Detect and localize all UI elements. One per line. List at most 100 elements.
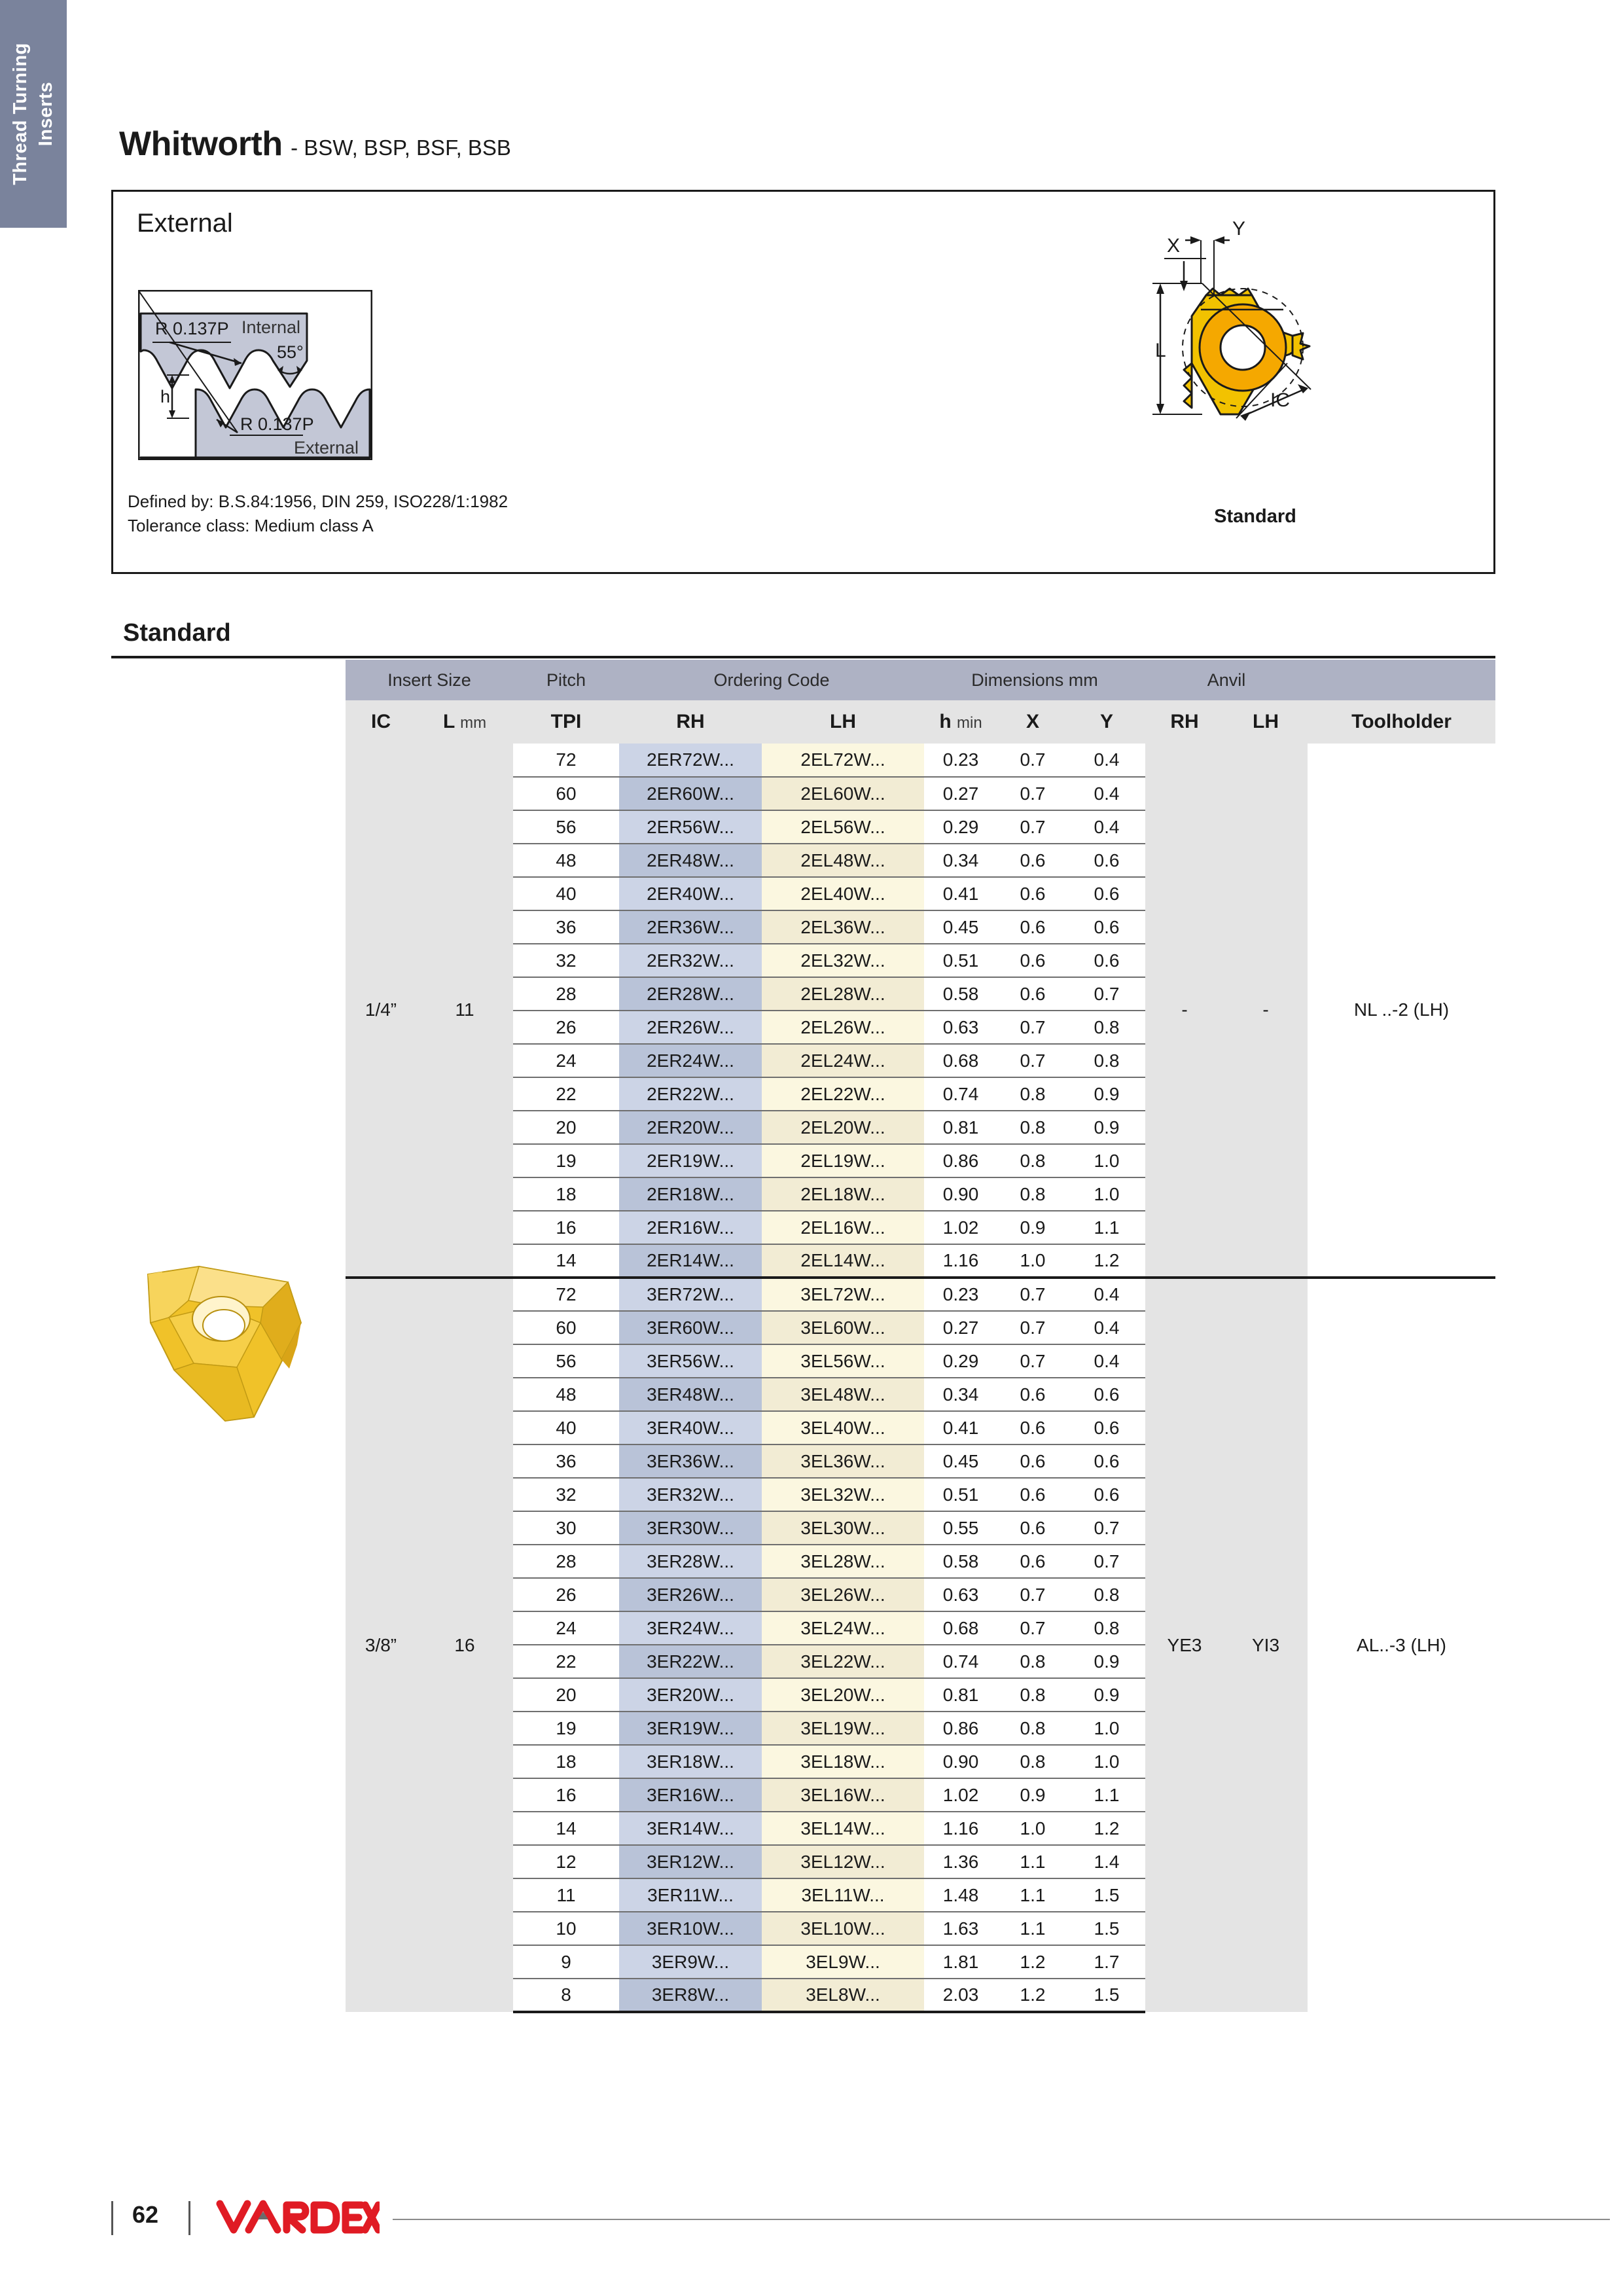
- table-row: 26 3ER26W... 3EL26W... 0.63 0.7 0.8: [346, 1577, 1495, 1611]
- table-row: 12 3ER12W... 3EL12W... 1.36 1.1 1.4: [346, 1844, 1495, 1878]
- col-header-anvil-rh: RH: [1145, 700, 1224, 744]
- cell-dim-x: 0.8: [997, 1110, 1069, 1144]
- cell-tpi: 12: [513, 1844, 619, 1878]
- cell-dim-y: 1.4: [1068, 1844, 1146, 1878]
- table-row: 14 3ER14W... 3EL14W... 1.16 1.0 1.2: [346, 1811, 1495, 1845]
- cell-dim-x: 0.6: [997, 843, 1069, 877]
- external-panel-label: External: [137, 209, 233, 238]
- insert-drawing-caption: Standard: [1214, 506, 1296, 527]
- table-row: 60 3ER60W... 3EL60W... 0.27 0.7 0.4: [346, 1310, 1495, 1344]
- cell-dim-y: 0.6: [1068, 1410, 1146, 1444]
- cell-dim-h: 0.86: [924, 1711, 998, 1745]
- cell-dim-h: 1.02: [924, 1778, 998, 1812]
- cell-ordering-code-lh: 3EL36W...: [762, 1444, 925, 1478]
- table-row: 20 2ER20W... 2EL20W... 0.81 0.8 0.9: [346, 1110, 1495, 1144]
- page-title-main: Whitworth: [119, 125, 283, 163]
- cell-dim-h: 0.51: [924, 943, 998, 977]
- table-row: 32 2ER32W... 2EL32W... 0.51 0.6 0.6: [346, 943, 1495, 977]
- cell-dim-x: 0.8: [997, 1644, 1069, 1678]
- section-heading-standard: Standard: [123, 619, 231, 647]
- footer-rule: [393, 2219, 1610, 2220]
- cell-dim-y: 1.0: [1068, 1177, 1146, 1211]
- svg-text:R 0.137P: R 0.137P: [240, 414, 314, 434]
- cell-dim-x: 0.6: [997, 876, 1069, 910]
- cell-dim-h: 2.03: [924, 1978, 998, 2013]
- cell-dim-h: 0.45: [924, 1444, 998, 1478]
- cell-ordering-code-rh: 3ER12W...: [619, 1844, 762, 1878]
- table-row: 32 3ER32W... 3EL32W... 0.51 0.6 0.6: [346, 1477, 1495, 1511]
- cell-dim-x: 0.7: [997, 810, 1069, 844]
- table-row: 28 3ER28W... 3EL28W... 0.58 0.6 0.7: [346, 1544, 1495, 1578]
- cell-ordering-code-rh: 3ER28W...: [619, 1544, 762, 1578]
- cell-dim-h: 0.55: [924, 1511, 998, 1545]
- table-row: 20 3ER20W... 3EL20W... 0.81 0.8 0.9: [346, 1677, 1495, 1712]
- cell-tpi: 18: [513, 1744, 619, 1778]
- col-header-l-text: L: [442, 711, 455, 732]
- group-header-dimensions: Dimensions mm: [924, 660, 1146, 700]
- cell-dim-h: 0.34: [924, 843, 998, 877]
- cell-ordering-code-lh: 3EL16W...: [762, 1778, 925, 1812]
- page-number: 62: [132, 2201, 159, 2228]
- cell-dim-h: 0.90: [924, 1177, 998, 1211]
- cell-ordering-code-rh: 3ER8W...: [619, 1978, 762, 2013]
- col-header-anvil-lh: LH: [1224, 700, 1308, 744]
- cell-tpi: 16: [513, 1210, 619, 1244]
- cell-dim-x: 0.8: [997, 1744, 1069, 1778]
- cell-ordering-code-lh: 3EL40W...: [762, 1410, 925, 1444]
- cell-ordering-code-lh: 2EL56W...: [762, 810, 925, 844]
- cell-dim-y: 0.9: [1068, 1110, 1146, 1144]
- cell-tpi: 26: [513, 1010, 619, 1044]
- cell-dim-h: 0.58: [924, 1544, 998, 1578]
- col-header-h-unit: min: [957, 714, 982, 732]
- table-row: 8 3ER8W... 3EL8W... 2.03 1.2 1.5: [346, 1978, 1495, 2013]
- cell-tpi: 56: [513, 810, 619, 844]
- cell-ordering-code-rh: 3ER14W...: [619, 1811, 762, 1845]
- cell-dim-y: 0.4: [1068, 1276, 1146, 1311]
- cell-dim-h: 0.81: [924, 1110, 998, 1144]
- cell-dim-h: 0.90: [924, 1744, 998, 1778]
- cell-ordering-code-lh: 3EL11W...: [762, 1878, 925, 1912]
- cell-tpi: 20: [513, 1110, 619, 1144]
- cell-dim-y: 0.4: [1068, 810, 1146, 844]
- cell-dim-y: 1.1: [1068, 1210, 1146, 1244]
- cell-dim-h: 0.34: [924, 1377, 998, 1411]
- insert-photo: [126, 1260, 327, 1427]
- col-header-h: h min: [924, 700, 998, 744]
- cell-ordering-code-lh: 2EL24W...: [762, 1043, 925, 1077]
- col-header-lh-code: LH: [762, 700, 925, 744]
- table-row: 36 2ER36W... 2EL36W... 0.45 0.6 0.6: [346, 910, 1495, 944]
- cell-ordering-code-rh: 3ER60W...: [619, 1310, 762, 1344]
- cell-dim-x: 1.1: [997, 1878, 1069, 1912]
- svg-text:External: External: [294, 438, 359, 457]
- cell-ordering-code-rh: 2ER32W...: [619, 943, 762, 977]
- cell-dim-h: 1.16: [924, 1811, 998, 1845]
- cell-ordering-code-lh: 2EL14W...: [762, 1244, 925, 1278]
- cell-tpi: 24: [513, 1043, 619, 1077]
- cell-dim-y: 0.7: [1068, 1544, 1146, 1578]
- col-header-toolholder: Toolholder: [1308, 700, 1496, 744]
- col-header-l: L mm: [416, 700, 513, 744]
- svg-text:IC: IC: [1270, 389, 1290, 411]
- cell-dim-h: 0.41: [924, 876, 998, 910]
- cell-dim-y: 0.7: [1068, 977, 1146, 1011]
- cell-dim-h: 1.16: [924, 1244, 998, 1278]
- cell-dim-x: 0.7: [997, 1310, 1069, 1344]
- cell-ordering-code-lh: 3EL48W...: [762, 1377, 925, 1411]
- cell-dim-y: 0.6: [1068, 1377, 1146, 1411]
- cell-ordering-code-lh: 2EL26W...: [762, 1010, 925, 1044]
- cell-ordering-code-lh: 2EL60W...: [762, 776, 925, 810]
- page-footer: 62 VARDEX: [111, 2197, 1610, 2253]
- cell-dim-x: 0.8: [997, 1677, 1069, 1712]
- cell-ordering-code-lh: 2EL36W...: [762, 910, 925, 944]
- cell-anvil-rh: YE3: [1145, 1276, 1224, 2012]
- cell-dim-x: 1.0: [997, 1244, 1069, 1278]
- cell-ordering-code-lh: 2EL40W...: [762, 876, 925, 910]
- cell-ordering-code-lh: 2EL48W...: [762, 843, 925, 877]
- group-header-pitch: Pitch: [513, 660, 619, 700]
- cell-ordering-code-rh: 2ER19W...: [619, 1143, 762, 1177]
- cell-dim-x: 0.7: [997, 1010, 1069, 1044]
- cell-dim-x: 0.6: [997, 1477, 1069, 1511]
- cell-toolholder: AL..-3 (LH): [1308, 1276, 1496, 2012]
- cell-ordering-code-rh: 2ER18W...: [619, 1177, 762, 1211]
